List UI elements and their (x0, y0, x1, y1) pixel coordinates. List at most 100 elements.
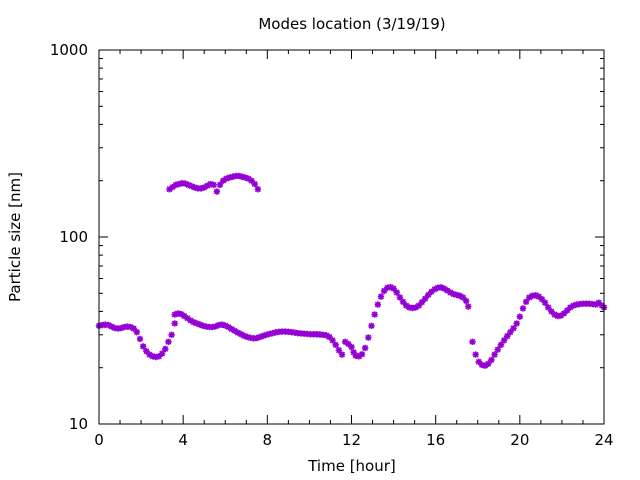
data-point (228, 325, 235, 333)
data-point (548, 308, 555, 315)
data-point (146, 351, 153, 358)
data-point (421, 295, 429, 302)
data-point (207, 180, 214, 188)
data-point (350, 349, 357, 356)
data-point (541, 299, 549, 306)
data-point (481, 362, 489, 369)
data-point (368, 322, 375, 330)
x-tick-label: 20 (510, 431, 529, 449)
data-point (234, 329, 242, 336)
data-point (465, 303, 472, 310)
data-point (193, 320, 201, 327)
data-point (171, 320, 178, 327)
data-point (545, 304, 552, 311)
data-point (341, 338, 349, 346)
data-point (127, 323, 134, 331)
y-tick-label: 1000 (50, 41, 88, 59)
data-point (494, 346, 501, 353)
data-point (204, 182, 211, 189)
data-point (242, 174, 249, 181)
data-point (485, 360, 492, 367)
data-point (361, 344, 369, 352)
data-point (365, 334, 372, 341)
data-point (259, 332, 267, 340)
x-axis-label: Time [hour] (307, 457, 396, 475)
data-point (538, 295, 546, 303)
data-point (244, 333, 251, 341)
data-point (222, 322, 229, 329)
data-point (428, 288, 435, 295)
data-point (412, 304, 419, 311)
data-point (560, 310, 568, 317)
data-point (551, 311, 558, 318)
data-point (143, 348, 150, 355)
data-point (187, 317, 194, 324)
data-point (507, 328, 514, 336)
plot-frame (98, 49, 605, 425)
y-tick-label: 100 (59, 228, 88, 246)
data-point (418, 299, 426, 306)
data-point (175, 180, 183, 188)
data-point (504, 332, 511, 340)
data-point (245, 175, 252, 182)
y-axis-label: Particle size [nm] (6, 172, 24, 302)
data-point (475, 358, 483, 366)
x-tick-label: 16 (426, 431, 445, 449)
data-points (95, 172, 608, 369)
data-point (223, 175, 230, 182)
data-point (358, 351, 366, 358)
data-point (522, 298, 530, 306)
data-point (535, 293, 542, 300)
data-point (130, 325, 137, 332)
data-point (201, 184, 208, 191)
data-point (212, 323, 219, 330)
data-point (488, 356, 495, 364)
axis-ticks (98, 49, 605, 425)
chart-title: Modes location (3/19/19) (258, 15, 445, 33)
data-point (329, 337, 336, 344)
data-point (136, 335, 144, 343)
data-point (447, 289, 454, 296)
data-point (390, 285, 397, 292)
data-point (219, 177, 227, 184)
data-point (371, 311, 378, 318)
data-point (168, 331, 175, 338)
data-point (425, 291, 432, 299)
data-point (158, 350, 166, 357)
data-point (567, 304, 574, 311)
data-point (519, 305, 527, 312)
data-point (345, 340, 352, 348)
data-point (166, 186, 173, 193)
data-point (500, 337, 508, 344)
data-point (216, 181, 224, 189)
data-point (177, 310, 185, 318)
data-point (155, 353, 163, 360)
data-point (440, 285, 448, 292)
data-point (396, 294, 404, 301)
data-point (380, 287, 388, 295)
data-point (348, 343, 355, 351)
data-point (431, 286, 438, 293)
data-point (456, 292, 464, 299)
data-point (117, 324, 125, 332)
data-point (162, 345, 169, 353)
data-point (415, 302, 423, 309)
data-point (256, 333, 264, 341)
data-point (326, 333, 333, 341)
data-point (526, 294, 533, 301)
data-point (105, 321, 112, 329)
data-point (248, 177, 255, 184)
data-point (181, 312, 188, 320)
data-point (563, 307, 571, 314)
data-point (355, 353, 363, 360)
data-point (513, 320, 520, 327)
data-point (184, 314, 191, 322)
data-point (497, 341, 505, 349)
data-point (171, 311, 178, 318)
data-point (251, 180, 258, 188)
data-point (139, 343, 147, 350)
data-point (377, 293, 385, 300)
data-point (210, 181, 217, 189)
data-point (213, 188, 221, 195)
